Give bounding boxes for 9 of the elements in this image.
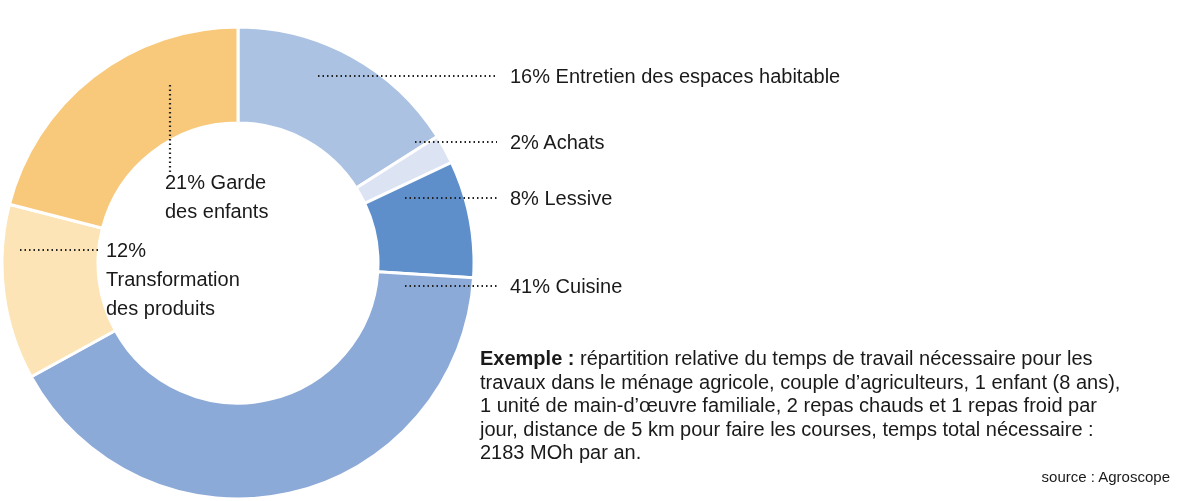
slice-label: 41% Cuisine [510,275,623,297]
slice-label: 8% Lessive [510,187,613,209]
source-note: source : Agroscope [1041,468,1170,485]
slice-label: Transformation des produits [106,268,240,319]
slice-label: 21% Garde des enfants [165,171,269,222]
slice-label: 2% Achats [510,131,605,153]
slice-label: 16% Entretien des espaces habitable [510,65,841,87]
data-label: 12% [106,239,147,261]
text: Exemple : répartition relative du temps de travail nécessaire pour les travaux dans le ménage agricole, couple d’agriculteurs, 1 enfant (8 ans), 1 unité de main-d’œuvre familiale, 2 repas chauds et 1 repas froid par jour, distance de 5 km pour faire les courses, temps total nécessaire : 2183 MOh par an. [479,347,1121,463]
